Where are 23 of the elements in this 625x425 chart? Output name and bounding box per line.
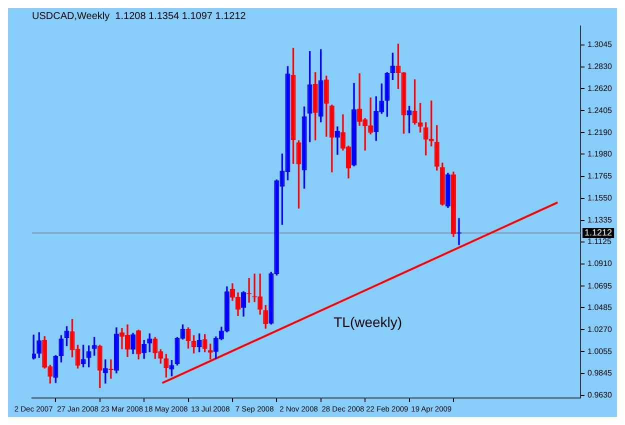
y-tick-label: 1.1765 — [588, 172, 613, 180]
y-tick-label: 1.0695 — [588, 281, 613, 290]
y-tick-label: 1.1980 — [588, 149, 613, 158]
candlestick — [334, 126, 340, 155]
series-label: TL(weekly) — [334, 314, 402, 330]
y-tick-label: 1.1125 — [588, 237, 612, 246]
candlestick — [456, 218, 462, 246]
y-tick-label: 1.0055 — [588, 346, 613, 356]
y-tick-label: 1.0485 — [588, 302, 613, 312]
y-tick-label: 0.9845 — [588, 368, 613, 378]
y-tick-label: 1.1550 — [588, 194, 613, 203]
y-tick-label: 1.2190 — [588, 128, 613, 137]
y-tick-label: 1.2620 — [588, 84, 613, 93]
y-tick-label: 1.2830 — [588, 62, 613, 72]
y-tick-label: 1.3045 — [588, 40, 613, 50]
y-tick-label: 1.2405 — [588, 106, 613, 115]
chart-title: USDCAD,Weekly 1.1208 1.1354 1.1097 1.1212 — [32, 10, 246, 22]
y-tick-label: 1.0270 — [588, 324, 613, 334]
y-tick-label: 1.1335 — [588, 216, 613, 225]
candlestick — [32, 334, 36, 360]
y-tick-label: 1.0910 — [588, 259, 613, 268]
y-tick-label: 0.9630 — [588, 390, 613, 400]
ref-line-label: 1.1212 — [584, 228, 612, 238]
